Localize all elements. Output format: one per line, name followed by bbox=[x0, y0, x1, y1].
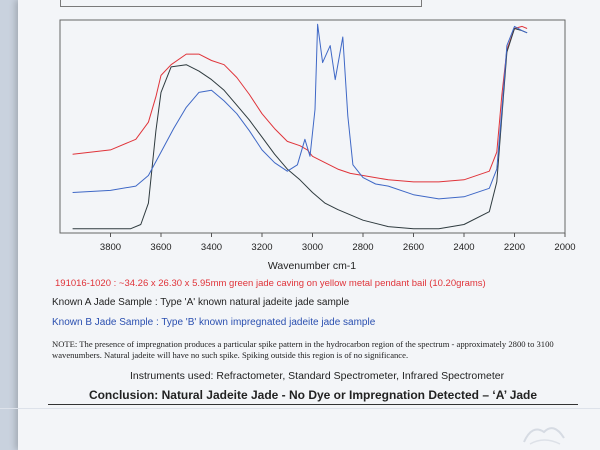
sample-id: 191016-1020 bbox=[55, 278, 111, 289]
x-tick-label: 2000 bbox=[554, 242, 575, 253]
spectrum-series-line-3 bbox=[72, 23, 528, 200]
x-tick-label: 3600 bbox=[150, 242, 171, 253]
x-tick-label: 3800 bbox=[100, 242, 121, 253]
footer-divider bbox=[0, 408, 600, 409]
x-tick-label: 2800 bbox=[352, 242, 373, 253]
known-b-legend: Known B Jade Sample : Type 'B' known imp… bbox=[52, 317, 376, 328]
x-tick-label: 3400 bbox=[201, 242, 222, 253]
x-tick-label: 2200 bbox=[504, 242, 525, 253]
sample-description: 191016-1020 : ~34.26 x 26.30 x 5.95mm gr… bbox=[55, 278, 486, 289]
spectrum-series-line-2 bbox=[72, 28, 528, 230]
x-tick-label: 3200 bbox=[251, 242, 272, 253]
sample-detail: ~34.26 x 26.30 x 5.95mm green jade cavin… bbox=[118, 278, 486, 289]
spectrum-series-line-1 bbox=[72, 25, 528, 183]
x-tick-label: 3000 bbox=[302, 242, 323, 253]
x-axis-label: Wavenumber cm-1 bbox=[268, 260, 356, 272]
known-a-legend: Known A Jade Sample : Type 'A' known nat… bbox=[52, 297, 350, 308]
instruments-used: Instruments used: Refractometer, Standar… bbox=[130, 370, 505, 382]
conclusion-heading: Conclusion: Natural Jadeite Jade - No Dy… bbox=[48, 388, 578, 405]
sample-separator: : bbox=[111, 278, 119, 289]
x-tick-label: 2400 bbox=[453, 242, 474, 253]
watermark-emblem bbox=[523, 427, 565, 445]
previous-section-box bbox=[60, 0, 422, 7]
spectrum-report-sheet bbox=[18, 0, 600, 450]
spectrum-lines bbox=[72, 23, 528, 230]
x-tick-label: 2600 bbox=[403, 242, 424, 253]
impregnation-note: NOTE: The presence of impregnation produ… bbox=[52, 339, 554, 360]
plot-frame bbox=[59, 19, 566, 234]
x-axis-ticks: 3800 3600 3400 3200 3000 2800 2600 2400 2200 2000 bbox=[100, 233, 576, 253]
